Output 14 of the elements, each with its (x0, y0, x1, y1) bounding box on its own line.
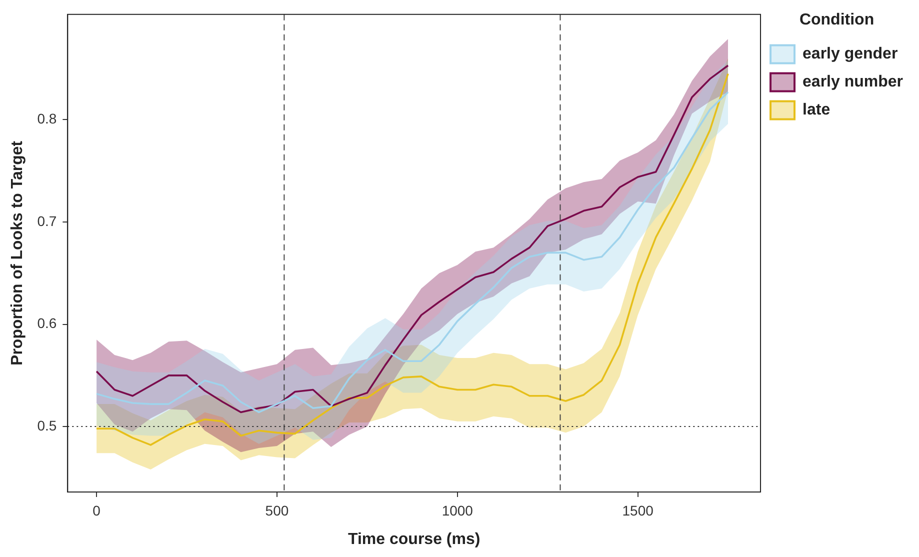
y-tick-label: 0.6 (37, 315, 57, 332)
legend-label: late (802, 102, 830, 119)
legend-label: early number (802, 74, 903, 91)
y-tick-label: 0.5 (37, 417, 57, 434)
x-tick-label: 1000 (442, 502, 474, 518)
y-tick-label: 0.8 (37, 110, 57, 127)
y-tick-label: 0.7 (37, 212, 57, 229)
y-axis-title: Proportion of Looks to Target (9, 140, 26, 366)
x-axis-title: Time course (ms) (348, 530, 480, 548)
legend-title: Condition (799, 11, 874, 28)
legend-label: early gender (802, 46, 898, 63)
x-tick-label: 0 (92, 502, 101, 518)
x-tick-label: 500 (265, 502, 289, 518)
x-tick-label: 1500 (622, 502, 654, 518)
